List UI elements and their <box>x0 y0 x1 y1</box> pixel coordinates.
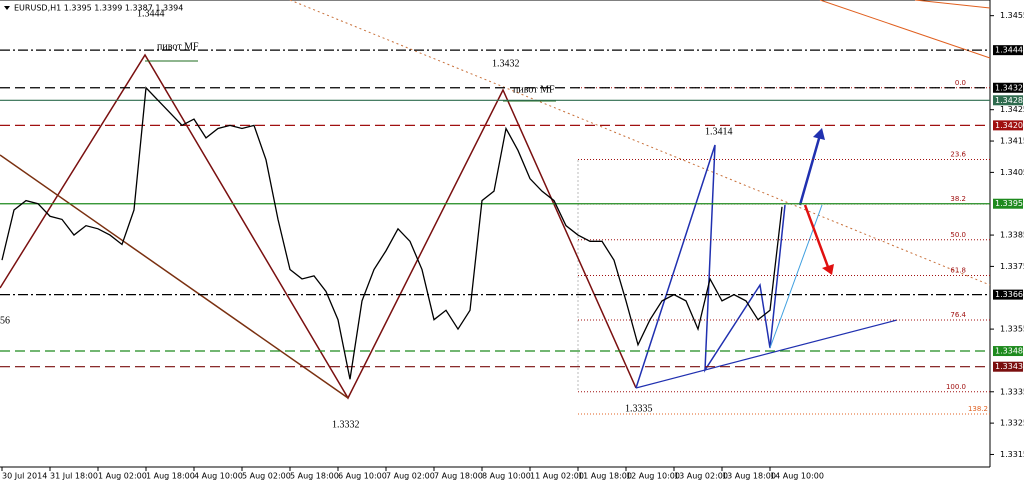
y-tick-label: 1.3455 <box>1000 11 1024 20</box>
annotation: 1.3335 <box>625 403 653 414</box>
fib-label: 50.0 <box>950 231 966 239</box>
x-tick-label: 13 Aug 18:00 <box>722 472 776 481</box>
y-tick-label: 1.3415 <box>1000 137 1024 146</box>
arrow-head <box>822 264 834 275</box>
x-tick-label: 30 Jul 2014 <box>2 472 47 481</box>
trend-line <box>0 154 349 399</box>
level-box <box>993 361 1023 372</box>
trend-line <box>819 0 991 59</box>
y-tick-label: 1.3425 <box>1000 105 1024 114</box>
trend-line <box>914 0 991 9</box>
level-label: 1.3444 <box>995 46 1023 55</box>
x-tick-label: 1 Aug 18:00 <box>146 472 195 481</box>
x-tick-label: 11 Aug 18:00 <box>578 472 632 481</box>
x-tick-label: 8 Aug 10:00 <box>482 472 531 481</box>
y-tick-label: 1.3405 <box>1000 168 1024 177</box>
level-label: 1.3343 <box>995 362 1023 371</box>
trend-line <box>635 319 898 389</box>
arrow <box>803 204 830 268</box>
level-label: 1.3348 <box>995 347 1023 356</box>
fib-label: 138.2 <box>968 405 988 413</box>
fib-label: 76.4 <box>950 311 966 319</box>
arrow-head <box>813 128 825 140</box>
trend-line <box>289 0 991 286</box>
x-tick-label: 14 Aug 10:00 <box>770 472 824 481</box>
level-box <box>993 198 1023 209</box>
x-tick-label: 12 Aug 10:00 <box>626 472 680 481</box>
x-tick-label: 5 Aug 18:00 <box>290 472 339 481</box>
level-box <box>993 45 1023 56</box>
level-label: 1.3432 <box>995 83 1023 92</box>
level-box <box>993 346 1023 357</box>
annotation: 1.3432 <box>492 58 520 69</box>
price-line <box>1 86 783 380</box>
y-tick-label: 1.3315 <box>1000 450 1024 459</box>
annotation: 1.3332 <box>332 419 360 430</box>
drawings <box>0 0 991 400</box>
x-tick-label: 5 Aug 02:00 <box>242 472 291 481</box>
annotation: пивот MF <box>157 41 199 52</box>
chart-title: EURUSD,H1 1.3395 1.3399 1.3387 1.3394 <box>14 4 183 13</box>
x-tick-label: 13 Aug 02:00 <box>674 472 728 481</box>
annotation: пивот MF <box>513 84 555 95</box>
fib-label: 38.2 <box>950 195 966 203</box>
level-box <box>993 95 1023 106</box>
zigzag <box>635 144 786 389</box>
x-tick-label: 6 Aug 10:00 <box>338 472 387 481</box>
annotation: 56 <box>0 315 10 326</box>
x-tick-label: 7 Aug 02:00 <box>386 472 435 481</box>
x-tick-label: 7 Aug 18:00 <box>434 472 483 481</box>
x-tick-label: 4 Aug 10:00 <box>194 472 243 481</box>
level-label: 1.3428 <box>995 96 1023 105</box>
level-box <box>993 120 1023 131</box>
fib-label: 61.8 <box>950 266 966 274</box>
level-label: 1.3420 <box>995 121 1023 130</box>
x-tick-label: 11 Aug 02:00 <box>530 472 584 481</box>
level-box <box>993 289 1023 300</box>
y-tick-label: 1.3375 <box>1000 262 1024 271</box>
x-tick-label: 31 Jul 18:00 <box>50 472 98 481</box>
x-tick-label: 1 Aug 02:00 <box>98 472 147 481</box>
level-box <box>993 82 1023 93</box>
arrow <box>798 134 822 206</box>
fib-label: 100.0 <box>946 383 966 391</box>
menu-icon[interactable] <box>4 6 10 10</box>
y-tick-label: 1.3325 <box>1000 419 1024 428</box>
level-label: 1.3395 <box>995 199 1023 208</box>
level-label: 1.3366 <box>995 290 1023 299</box>
fib-label: 23.6 <box>950 151 966 159</box>
annotation: 1.3414 <box>705 126 733 137</box>
fib-label: 0.0 <box>955 79 966 87</box>
y-tick-label: 1.3335 <box>1000 387 1024 396</box>
y-tick-label: 1.3385 <box>1000 231 1024 240</box>
annotation: 1.3444 <box>137 8 165 19</box>
